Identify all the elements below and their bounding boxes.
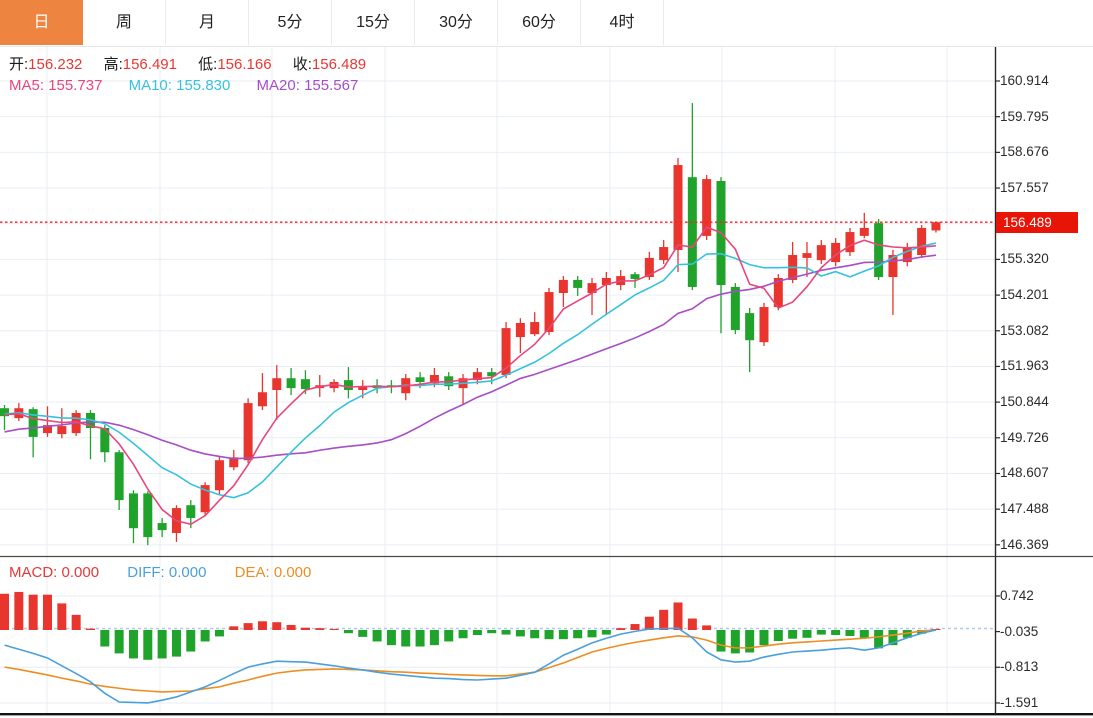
tab-item-0[interactable]: 日 — [0, 0, 83, 45]
ma10-value: 155.830 — [176, 77, 231, 94]
ma20-label: MA20: — [256, 77, 300, 94]
price-axis-label: 147.488 — [1000, 501, 1049, 517]
ma5-value: 155.737 — [48, 77, 103, 94]
macd-readout: MACD: 0.000 DIFF: 0.000 DEA: 0.000 — [9, 564, 335, 581]
price-axis-label: 146.369 — [1000, 536, 1049, 552]
price-axis-label: 155.320 — [1000, 251, 1049, 267]
price-axis-label: 159.795 — [1000, 108, 1049, 124]
tab-item-2[interactable]: 月 — [166, 0, 249, 45]
tab-item-6[interactable]: 60分 — [498, 0, 581, 45]
high-value: 156.491 — [122, 56, 177, 73]
diff-value: 0.000 — [168, 564, 207, 581]
macd-value: 0.000 — [61, 564, 100, 581]
ma10-label: MA10: — [128, 77, 172, 94]
price-axis-label: 153.082 — [1000, 322, 1049, 338]
low-label: 低: — [198, 56, 218, 73]
diff-label: DIFF: — [127, 564, 165, 581]
dea-label: DEA: — [234, 564, 270, 581]
macd-label: MACD: — [9, 564, 58, 581]
macd-axis-label: -0.813 — [1000, 659, 1039, 675]
high-label: 高: — [103, 56, 123, 73]
price-axis-label: 148.607 — [1000, 465, 1049, 481]
close-value: 156.489 — [311, 56, 367, 73]
price-axis-label: 158.676 — [1000, 144, 1049, 160]
macd-axis-label: -1.591 — [1000, 694, 1039, 710]
price-axis-label: 160.914 — [1000, 73, 1049, 88]
low-value: 156.166 — [217, 56, 272, 73]
dea-value: 0.000 — [273, 564, 312, 581]
price-axis-label: 154.201 — [1000, 287, 1049, 303]
price-axis-label: 150.844 — [1000, 394, 1049, 410]
macd-axis-label: 0.742 — [1000, 587, 1034, 603]
tab-item-5[interactable]: 30分 — [415, 0, 498, 45]
tab-item-7[interactable]: 4时 — [581, 0, 664, 45]
price-axis-label: 157.557 — [1000, 180, 1049, 196]
macd-axis-label: -0.035 — [1000, 623, 1039, 639]
ma5-label: MA5: — [9, 77, 45, 94]
open-value: 156.232 — [28, 56, 83, 73]
ohlc-readout: 开:156.232 高:156.491 低:156.166 收:156.489 — [9, 53, 383, 74]
tab-item-4[interactable]: 15分 — [332, 0, 415, 45]
price-axis-label: 151.963 — [1000, 358, 1049, 374]
open-label: 开: — [9, 56, 29, 73]
tab-bar: 日周月 5分 15分 30分 60分 4时 — [0, 0, 1093, 47]
tab-item-1[interactable]: 周 — [83, 0, 166, 45]
current-price-badge: 156.489 — [996, 211, 1078, 233]
ma-readout: MA5: 155.737 MA10: 155.830 MA20: 155.567 — [9, 77, 380, 94]
close-label: 收: — [292, 56, 312, 73]
price-axis-label: 149.726 — [1000, 429, 1049, 445]
tab-item-3[interactable]: 5分 — [249, 0, 332, 45]
ma20-value: 155.567 — [304, 77, 359, 94]
